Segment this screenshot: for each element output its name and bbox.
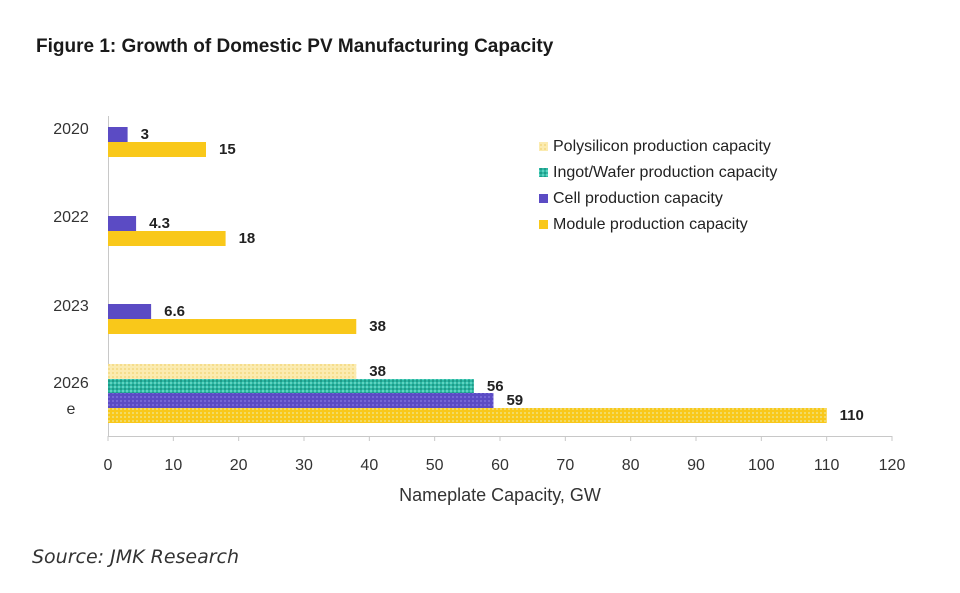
x-tick-label: 70 xyxy=(556,457,574,474)
bar xyxy=(108,408,827,423)
bar xyxy=(108,379,474,394)
bar xyxy=(108,393,494,408)
x-tick-label: 10 xyxy=(164,457,182,474)
legend-swatch xyxy=(539,194,548,203)
x-tick-label: 120 xyxy=(879,457,906,474)
data-label: 6.6 xyxy=(164,303,185,320)
data-label: 18 xyxy=(239,230,256,247)
legend-label: Cell production capacity xyxy=(553,190,723,207)
legend: Polysilicon production capacity Ingot/Waf… xyxy=(539,138,777,233)
category-label: 2023 xyxy=(53,298,89,315)
category-label: 2026 xyxy=(53,375,89,392)
bars xyxy=(108,127,827,423)
data-labels: 38 56 3 4.3 6.6 59 15 18 38 110 xyxy=(141,126,864,424)
x-axis-title: Nameplate Capacity, GW xyxy=(399,485,601,505)
x-tick-label: 0 xyxy=(104,457,113,474)
bar xyxy=(108,364,357,379)
x-tick-label: 100 xyxy=(748,457,775,474)
data-label: 38 xyxy=(369,318,386,335)
category-label: 2020 xyxy=(53,121,89,138)
data-label: 4.3 xyxy=(149,215,170,232)
data-label: 56 xyxy=(487,378,504,395)
x-tick-label: 40 xyxy=(360,457,378,474)
x-tick-label: 60 xyxy=(491,457,509,474)
source-note: Source: JMK Research xyxy=(32,546,240,568)
bar xyxy=(108,231,226,246)
x-tick-label: 80 xyxy=(622,457,640,474)
data-label: 38 xyxy=(369,363,386,380)
category-label: e xyxy=(67,401,76,418)
x-tick-label: 20 xyxy=(230,457,248,474)
bar xyxy=(108,216,137,231)
legend-label: Polysilicon production capacity xyxy=(553,138,771,155)
legend-label: Ingot/Wafer production capacity xyxy=(553,164,777,181)
data-label: 15 xyxy=(219,141,236,158)
bar xyxy=(108,304,152,319)
data-label: 59 xyxy=(506,392,523,409)
category-label: 2022 xyxy=(53,209,89,226)
bar xyxy=(108,127,128,142)
x-tick-label: 50 xyxy=(426,457,444,474)
chart-title: Figure 1: Growth of Domestic PV Manufact… xyxy=(36,36,554,57)
data-label: 110 xyxy=(840,407,864,424)
legend-swatch xyxy=(539,220,548,229)
legend-swatch xyxy=(539,142,548,151)
legend-swatch xyxy=(539,168,548,177)
axes: 0 10 20 30 40 50 60 70 80 90 100 110 120 Nameplate Ca… xyxy=(53,116,905,505)
x-tick-label: 110 xyxy=(814,457,840,474)
data-label: 3 xyxy=(141,126,149,143)
x-tick-label: 90 xyxy=(687,457,705,474)
bar xyxy=(108,319,357,334)
x-tick-label: 30 xyxy=(295,457,313,474)
legend-label: Module production capacity xyxy=(553,216,748,233)
bar xyxy=(108,142,206,157)
